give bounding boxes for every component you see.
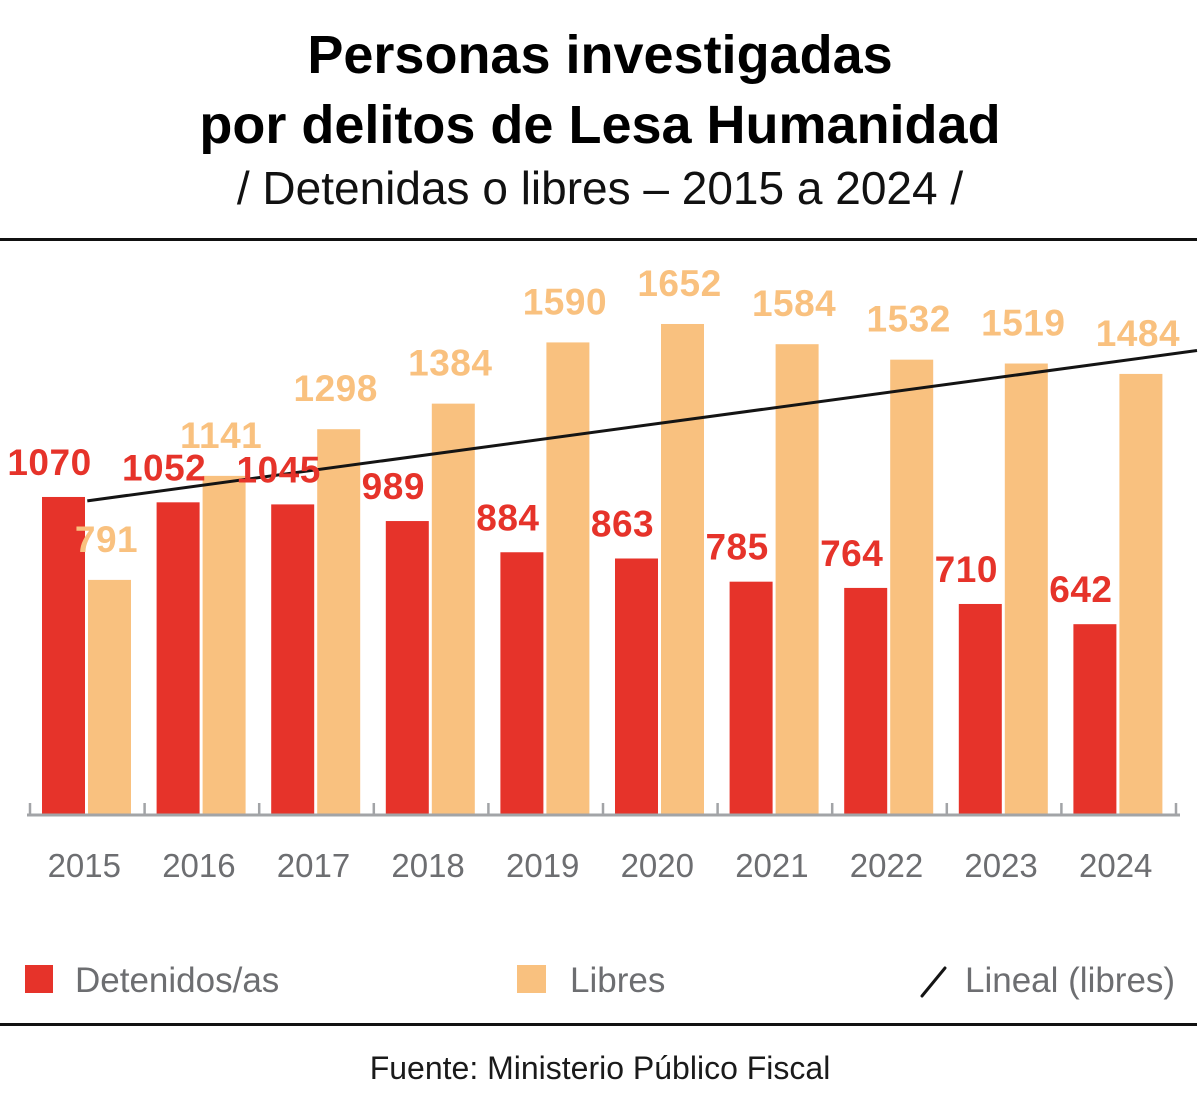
x-tick-label: 2018 xyxy=(391,847,464,884)
bar-detenidos-as xyxy=(271,504,315,815)
libres-swatch-icon xyxy=(517,965,546,993)
data-label-libres: 1141 xyxy=(180,415,262,456)
bar-detenidos-as xyxy=(1073,624,1117,815)
chart-title-line-2: por delitos de Lesa Humanidad xyxy=(199,95,1001,155)
trend-line-libres xyxy=(87,349,1198,503)
data-label-detenidos-as: 989 xyxy=(362,466,425,507)
data-label-detenidos-as: 863 xyxy=(591,503,654,544)
x-tick-label: 2023 xyxy=(964,847,1037,884)
bars-layer xyxy=(42,323,1163,815)
bar-chart: 2015 2016 2017 2018 2019 2020 2021 2022 2023 2024… xyxy=(7,263,1198,884)
bar-libres xyxy=(775,344,819,815)
bar-libres xyxy=(1119,373,1163,815)
bottom-divider xyxy=(0,1023,1197,1026)
data-label-libres: 1484 xyxy=(1096,313,1180,354)
legend-label-trend: Lineal (libres) xyxy=(965,961,1176,1000)
data-labels-layer: 1070 1052 1045 989 884 863 785 764 710 642 791 1141… xyxy=(7,263,1180,610)
bar-detenidos-as xyxy=(958,603,1002,815)
data-label-detenidos-as: 1045 xyxy=(237,449,321,490)
data-label-detenidos-as: 884 xyxy=(476,497,539,538)
x-tick-label: 2020 xyxy=(621,847,694,884)
detenidos-swatch-icon xyxy=(25,965,53,993)
bar-detenidos-as xyxy=(844,587,888,815)
bar-detenidos-as xyxy=(156,502,200,815)
bar-detenidos-as xyxy=(42,496,85,815)
x-tick-label: 2019 xyxy=(506,847,579,884)
x-tick-label: 2024 xyxy=(1079,847,1152,884)
x-tick-label: 2021 xyxy=(735,847,808,884)
x-tick-label: 2015 xyxy=(48,847,121,884)
top-divider xyxy=(0,238,1197,241)
bar-detenidos-as xyxy=(500,552,544,815)
data-label-detenidos-as: 764 xyxy=(820,533,883,574)
legend-label-libres: Libres xyxy=(570,961,666,1000)
trend-layer xyxy=(87,349,1198,503)
source-note: Fuente: Ministerio Público Fiscal xyxy=(369,1050,831,1086)
data-label-libres: 1519 xyxy=(981,303,1065,344)
bar-libres xyxy=(890,359,934,815)
data-label-libres: 1590 xyxy=(523,281,607,322)
data-label-detenidos-as: 710 xyxy=(935,549,998,590)
plot-area: 2015 2016 2017 2018 2019 2020 2021 2022 2023 2024… xyxy=(7,263,1198,884)
bar-libres xyxy=(1004,363,1048,815)
x-tick-label: 2017 xyxy=(277,847,350,884)
data-label-libres: 1384 xyxy=(408,343,492,384)
bar-detenidos-as xyxy=(385,521,429,815)
chart-subtitle: / Detenidas o libres – 2015 a 2024 / xyxy=(236,162,964,214)
bar-detenidos-as xyxy=(729,581,773,815)
data-label-detenidos-as: 1052 xyxy=(122,447,206,488)
data-label-detenidos-as: 785 xyxy=(705,527,768,568)
data-label-detenidos-as: 1070 xyxy=(7,442,91,483)
x-tick-label: 2022 xyxy=(850,847,923,884)
data-label-libres: 791 xyxy=(75,519,138,560)
bar-libres xyxy=(431,403,475,815)
bar-libres xyxy=(317,429,361,815)
trend-line-icon xyxy=(920,966,947,998)
bar-libres xyxy=(546,342,590,815)
x-tick-label: 2016 xyxy=(162,847,235,884)
data-label-detenidos-as: 642 xyxy=(1049,569,1112,610)
bar-libres xyxy=(202,475,246,815)
legend-label-detenidos: Detenidos/as xyxy=(75,961,280,1000)
chart-title-line-1: Personas investigadas xyxy=(307,25,893,85)
data-label-libres: 1584 xyxy=(752,283,836,324)
data-label-libres: 1298 xyxy=(294,368,378,409)
data-label-libres: 1532 xyxy=(867,299,951,340)
bar-detenidos-as xyxy=(615,558,658,815)
bar-libres xyxy=(88,579,131,815)
data-label-libres: 1652 xyxy=(637,263,721,304)
x-axis: 2015 2016 2017 2018 2019 2020 2021 2022 2023 2024 xyxy=(27,803,1180,884)
bar-libres xyxy=(661,323,704,815)
